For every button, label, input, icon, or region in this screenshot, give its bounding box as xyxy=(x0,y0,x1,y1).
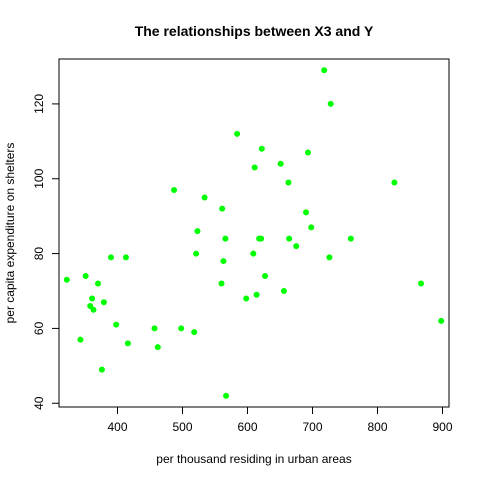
data-point xyxy=(108,254,114,261)
x-tick-label: 600 xyxy=(237,420,257,434)
data-point xyxy=(391,179,398,186)
y-tick-label: 60 xyxy=(32,321,46,335)
data-point xyxy=(201,194,208,201)
data-point xyxy=(438,317,445,324)
data-point xyxy=(218,280,225,287)
data-point xyxy=(243,295,250,302)
data-point xyxy=(327,100,334,107)
x-tick-label: 400 xyxy=(107,420,127,434)
x-tick-label: 900 xyxy=(432,420,452,434)
x-tick-label: 700 xyxy=(302,420,322,434)
data-point xyxy=(258,145,265,152)
data-point xyxy=(151,325,158,332)
plot-frame xyxy=(58,58,450,408)
data-point xyxy=(262,273,269,280)
data-point xyxy=(293,243,300,250)
data-point xyxy=(82,273,89,280)
data-point xyxy=(321,67,328,74)
y-axis-label: per capita expenditure on shelters xyxy=(3,143,17,324)
data-point xyxy=(122,254,129,261)
data-point xyxy=(63,276,70,283)
data-point xyxy=(219,205,226,212)
data-point xyxy=(250,250,257,257)
x-tick-label: 800 xyxy=(367,420,387,434)
data-point xyxy=(193,250,200,257)
y-tick-label: 100 xyxy=(32,168,46,188)
data-point xyxy=(220,258,227,265)
data-point xyxy=(347,235,354,242)
y-tick-label: 120 xyxy=(32,94,46,114)
data-point xyxy=(222,235,229,242)
data-point xyxy=(234,130,241,137)
data-point xyxy=(90,306,97,313)
data-point xyxy=(113,321,120,328)
y-axis: 40 60 80 100 120 xyxy=(32,94,60,410)
data-point xyxy=(326,254,333,261)
data-point xyxy=(77,336,84,343)
data-point xyxy=(154,344,161,351)
data-point xyxy=(285,179,292,186)
data-points xyxy=(63,67,445,399)
data-point xyxy=(194,228,201,235)
x-axis-label: per thousand residing in urban areas xyxy=(156,452,351,466)
data-point xyxy=(100,299,107,306)
data-point xyxy=(304,149,311,156)
x-axis: 400 500 600 700 800 900 xyxy=(107,406,453,434)
data-point xyxy=(277,160,284,167)
x-tick-label: 500 xyxy=(172,420,192,434)
data-point xyxy=(171,186,178,193)
data-point xyxy=(251,164,258,171)
data-point xyxy=(286,235,293,242)
chart-title: The relationships between X3 and Y xyxy=(135,23,374,39)
data-point xyxy=(124,340,131,347)
data-point xyxy=(418,280,425,287)
data-point xyxy=(178,325,185,332)
y-tick-label: 40 xyxy=(32,396,46,410)
data-point xyxy=(303,209,309,216)
data-point xyxy=(308,224,315,231)
data-point xyxy=(89,295,96,302)
y-tick-label: 80 xyxy=(32,247,46,261)
data-point xyxy=(223,392,230,399)
data-point xyxy=(280,288,287,294)
data-point xyxy=(258,235,265,242)
data-point xyxy=(253,291,260,298)
data-point xyxy=(98,366,105,373)
data-point xyxy=(191,329,198,336)
data-point xyxy=(95,280,101,287)
